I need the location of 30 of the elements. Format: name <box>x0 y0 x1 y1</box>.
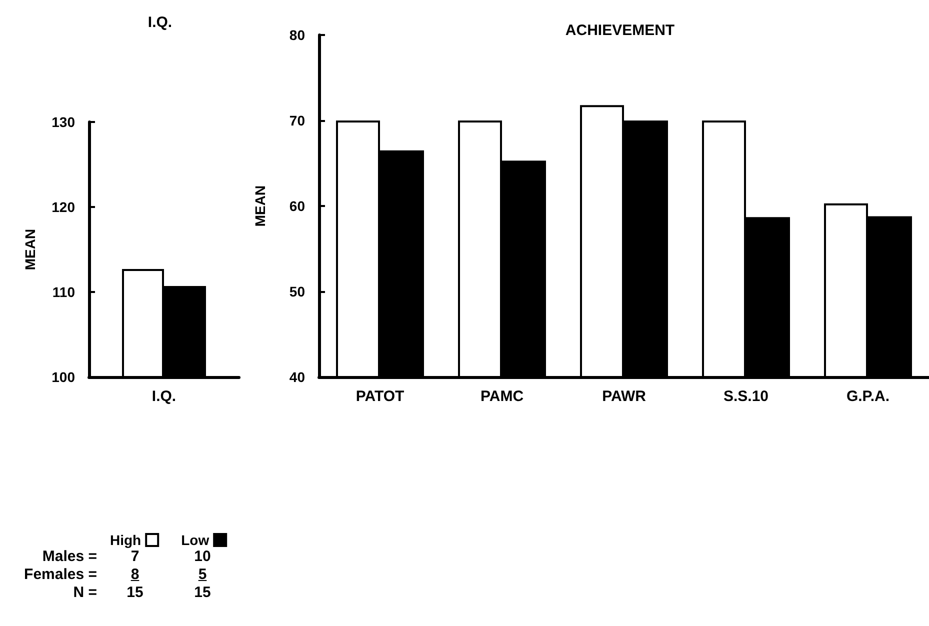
text: 7 <box>130 548 140 566</box>
text: N = <box>72 584 98 602</box>
y-axis-title: MEAN <box>22 228 38 270</box>
y-tick-label: 50 <box>289 284 306 300</box>
x-tick-label: I.Q. <box>152 388 176 405</box>
y-tick-label: 100 <box>52 369 76 385</box>
y-tick-label: 110 <box>52 284 76 300</box>
x-tick-label: PAWR <box>602 388 646 405</box>
text: 5 <box>197 566 208 584</box>
text: 15 <box>126 584 144 602</box>
chart-title: ACHIEVEMENT <box>565 22 675 39</box>
y-axis-title: MEAN <box>252 185 268 227</box>
y-tick-label: 120 <box>52 199 76 215</box>
y-tick-label: 40 <box>289 369 306 385</box>
y-tick-label: 60 <box>289 198 306 214</box>
text: Females = <box>23 566 98 584</box>
x-tick-label: S.S.10 <box>723 388 769 405</box>
text: Males = <box>41 548 98 566</box>
text: 10 <box>193 548 212 566</box>
y-tick-label: 130 <box>52 114 76 130</box>
y-tick-label: 80 <box>289 27 306 43</box>
x-tick-label: G.P.A. <box>846 388 890 405</box>
text: 15 <box>193 584 212 602</box>
legend-label: Low <box>181 532 210 548</box>
y-tick-label: 70 <box>289 112 306 128</box>
x-tick-label: PATOT <box>356 388 404 405</box>
x-tick-label: PAMC <box>480 388 524 405</box>
legend-label: High <box>110 532 142 548</box>
text: 8 <box>130 566 140 584</box>
chart-title: I.Q. <box>148 14 172 31</box>
